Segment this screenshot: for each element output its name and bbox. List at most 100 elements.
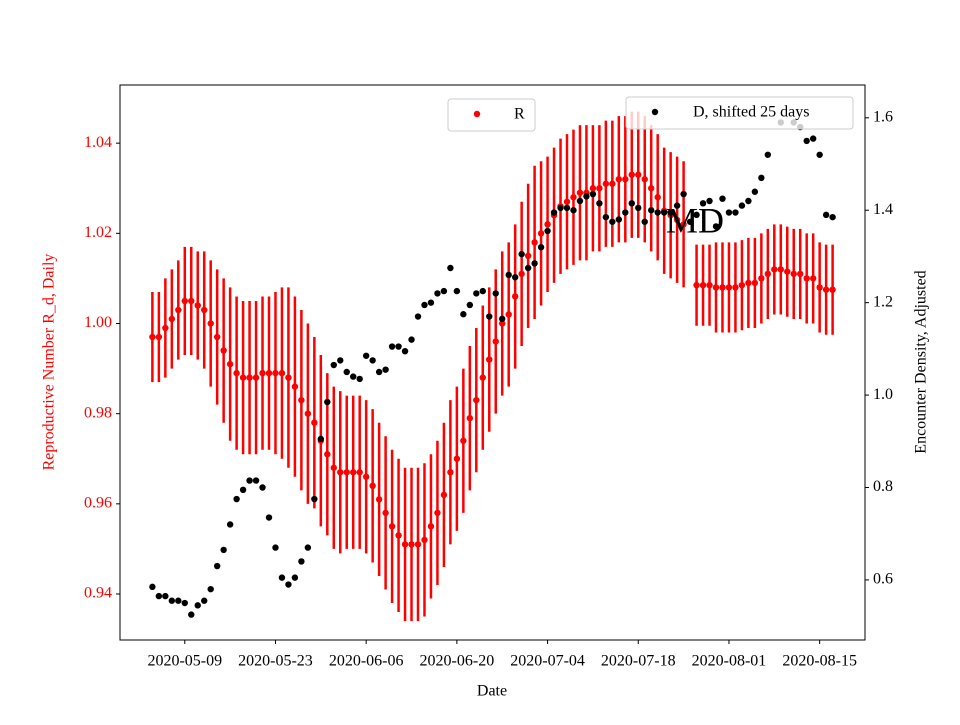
data-point — [829, 213, 836, 221]
y-tick-label: 0.96 — [84, 495, 112, 512]
data-point — [803, 137, 810, 145]
data-point — [602, 180, 610, 187]
data-point — [524, 252, 532, 260]
data-point — [764, 270, 772, 278]
data-point — [544, 227, 551, 235]
data-point — [149, 583, 156, 591]
data-point — [518, 270, 525, 278]
data-point — [499, 320, 506, 327]
data-point — [790, 270, 797, 278]
data-point — [751, 188, 759, 195]
data-point — [311, 495, 318, 503]
legend-box — [625, 96, 854, 130]
data-point — [388, 523, 396, 530]
data-point — [369, 482, 376, 490]
data-point — [356, 375, 363, 383]
data-point — [278, 369, 286, 377]
data-point — [576, 189, 584, 196]
data-point — [557, 204, 564, 212]
data-point — [291, 383, 299, 390]
data-point — [797, 270, 804, 278]
data-point — [356, 469, 363, 476]
data-point — [699, 200, 707, 207]
data-point — [298, 558, 305, 565]
data-point — [809, 135, 817, 142]
y-tick-label: 1.02 — [84, 224, 112, 241]
data-point — [460, 437, 467, 444]
data-point — [233, 369, 240, 377]
data-point — [693, 281, 700, 289]
data-point — [343, 469, 350, 476]
data-point — [155, 333, 163, 341]
data-point — [628, 200, 635, 207]
data-point — [738, 281, 746, 289]
data-point — [473, 396, 480, 404]
data-point — [596, 185, 603, 192]
x-tick-label: 2020-08-15 — [782, 653, 857, 670]
data-point — [732, 284, 739, 291]
y2-tick-label: 0.6 — [873, 571, 893, 588]
data-point — [505, 271, 512, 279]
data-point — [213, 562, 221, 570]
data-point — [602, 213, 610, 221]
y2-tick-label: 1.4 — [873, 201, 893, 218]
data-point — [771, 266, 778, 273]
data-point — [758, 275, 765, 282]
data-point — [492, 290, 499, 297]
data-point — [213, 333, 221, 341]
data-point — [673, 216, 681, 224]
data-point — [175, 306, 182, 314]
data-point — [155, 592, 163, 600]
data-point — [680, 190, 687, 198]
data-point — [272, 544, 279, 551]
data-point — [719, 195, 726, 202]
x-axis-label: Date — [477, 683, 507, 700]
data-point — [712, 284, 720, 291]
data-point — [486, 356, 493, 363]
data-point — [680, 221, 687, 228]
data-point — [511, 293, 519, 300]
data-point — [317, 435, 325, 443]
data-point — [816, 151, 823, 158]
data-point — [486, 313, 493, 320]
data-point — [609, 180, 616, 187]
data-point — [246, 374, 253, 381]
data-point — [829, 286, 836, 293]
data-point — [285, 374, 292, 381]
data-point — [635, 204, 642, 212]
data-point — [285, 581, 292, 588]
data-point — [149, 333, 156, 341]
data-point — [421, 301, 428, 309]
data-point — [311, 419, 318, 426]
data-point — [324, 451, 331, 458]
data-point — [693, 211, 700, 219]
y2-tick-label: 1.2 — [873, 293, 893, 310]
data-point — [239, 374, 247, 381]
data-point — [809, 275, 817, 282]
data-point — [272, 369, 279, 377]
data-point — [233, 495, 240, 503]
data-point — [453, 455, 461, 462]
data-point — [738, 202, 746, 209]
data-point — [589, 185, 597, 192]
data-point — [252, 477, 260, 484]
data-point — [382, 366, 389, 373]
y2-axis-label: Encounter Density, Adjusted — [913, 270, 930, 453]
data-point — [350, 469, 357, 476]
data-point — [330, 464, 337, 471]
x-tick-label: 2020-07-18 — [601, 653, 676, 670]
data-point — [628, 171, 635, 178]
annotation: MD — [666, 200, 724, 240]
data-point — [466, 301, 474, 309]
data-point — [369, 357, 376, 364]
data-point — [324, 398, 331, 406]
data-point — [382, 509, 389, 517]
data-point — [648, 207, 655, 214]
data-point — [440, 287, 448, 295]
data-point — [447, 469, 454, 476]
data-point — [194, 302, 201, 309]
data-point — [401, 541, 409, 548]
data-point — [511, 274, 519, 281]
data-point — [304, 410, 312, 417]
